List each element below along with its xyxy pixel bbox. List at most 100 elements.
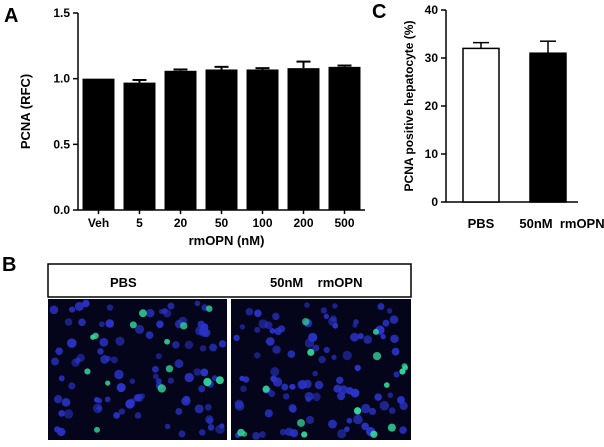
- nucleus: [68, 306, 76, 313]
- nucleus: [82, 299, 90, 308]
- nucleus: [129, 378, 136, 384]
- bar-a-100: [246, 69, 279, 211]
- nucleus: [259, 431, 266, 438]
- nucleus: [96, 398, 103, 404]
- nucleus: [207, 424, 215, 431]
- x-axis-label-a: rmOPN (nM): [189, 233, 265, 248]
- x-tick-label-a: 20: [174, 216, 188, 230]
- chart-a: 0.0 0.5 1.0 1.5 Veh 5 20 50 100 200 500 rmOPN (nM) P…: [18, 6, 365, 248]
- nucleus: [265, 337, 275, 346]
- nucleus: [368, 407, 377, 416]
- nucleus: [387, 392, 394, 399]
- y-tick-label-c: 10: [425, 147, 439, 161]
- nucleus: [183, 395, 191, 403]
- y-tick-label-c: 40: [425, 3, 439, 17]
- nucleus: [67, 338, 77, 348]
- nucleus: [55, 347, 63, 355]
- y-axis-label-c: PCNA positive hepatocyte (%): [402, 21, 416, 192]
- nucleus: [379, 401, 390, 411]
- positive-nucleus: [301, 431, 308, 438]
- nucleus: [49, 305, 59, 315]
- y-tick-label-c: 30: [425, 51, 439, 65]
- nucleus: [219, 423, 225, 429]
- nucleus: [167, 377, 174, 384]
- nucleus: [164, 423, 171, 430]
- micrograph-background: [48, 299, 227, 440]
- nucleus: [146, 308, 155, 318]
- nucleus: [323, 313, 330, 320]
- nucleus: [198, 429, 206, 436]
- nucleus: [346, 417, 353, 424]
- y-tick-label-c: 20: [425, 99, 439, 113]
- nucleus: [240, 385, 247, 393]
- nucleus: [374, 393, 382, 401]
- nucleus: [209, 343, 218, 352]
- micrograph-pbs: [48, 299, 227, 440]
- bar-c-1: [529, 52, 567, 203]
- nucleus: [64, 318, 73, 326]
- nucleus: [139, 393, 146, 399]
- nucleus: [125, 399, 135, 409]
- nucleus: [380, 333, 386, 340]
- nucleus: [320, 307, 328, 314]
- positive-nucleus: [105, 380, 111, 386]
- nucleus: [178, 430, 186, 438]
- positive-nucleus: [203, 377, 212, 387]
- nucleus: [175, 408, 183, 416]
- x-tick-label-c: 50nM rmOPN: [519, 216, 604, 231]
- nucleus: [336, 376, 344, 384]
- nucleus: [330, 315, 337, 322]
- nucleus: [200, 368, 209, 377]
- positive-nucleus: [164, 338, 170, 345]
- x-tick-label-a: 5: [136, 216, 143, 230]
- bar-a-Veh: [82, 78, 115, 211]
- nucleus: [357, 333, 364, 340]
- nucleus: [339, 385, 349, 395]
- x-tick-label-a: Veh: [88, 216, 109, 230]
- nucleus: [113, 412, 120, 419]
- bar-c-0: [462, 47, 500, 203]
- nucleus: [197, 320, 205, 328]
- nucleus: [342, 350, 352, 361]
- micrograph-background: [231, 299, 411, 440]
- nucleus: [76, 353, 85, 362]
- positive-nucleus: [301, 317, 310, 326]
- nucleus: [155, 353, 162, 360]
- positive-nucleus: [94, 426, 100, 433]
- nucleus: [304, 391, 314, 401]
- nucleus: [97, 348, 104, 355]
- nucleus: [254, 326, 261, 333]
- nucleus: [199, 326, 205, 333]
- nucleus: [258, 319, 268, 329]
- nucleus: [204, 403, 212, 411]
- bar-a-50: [205, 69, 238, 211]
- positive-nucleus: [387, 423, 396, 432]
- nucleus: [289, 428, 299, 438]
- bar-a-5: [123, 82, 156, 210]
- nucleus: [281, 383, 289, 391]
- nucleus: [269, 328, 276, 334]
- positive-nucleus: [129, 321, 137, 329]
- chart-c: 0 10 20 30 40 PBS 50nM rmOPN PCNA positive hepa…: [402, 3, 604, 231]
- nucleus: [218, 340, 227, 348]
- nucleus: [174, 359, 184, 369]
- nucleus: [239, 375, 245, 382]
- bar-a-20: [164, 70, 197, 210]
- positive-nucleus: [262, 385, 270, 393]
- positive-nucleus: [157, 384, 166, 393]
- nucleus: [354, 364, 361, 372]
- nucleus: [68, 382, 76, 390]
- nucleus: [350, 332, 359, 342]
- nucleus: [156, 320, 164, 328]
- nucleus: [199, 345, 207, 352]
- nucleus: [151, 365, 159, 373]
- nucleus: [312, 392, 321, 402]
- nucleus: [99, 337, 109, 347]
- nucleus: [194, 404, 204, 414]
- nucleus: [61, 398, 71, 407]
- nucleus: [184, 340, 194, 350]
- nucleus: [305, 415, 315, 425]
- nucleus: [389, 315, 399, 324]
- nucleus: [308, 332, 318, 343]
